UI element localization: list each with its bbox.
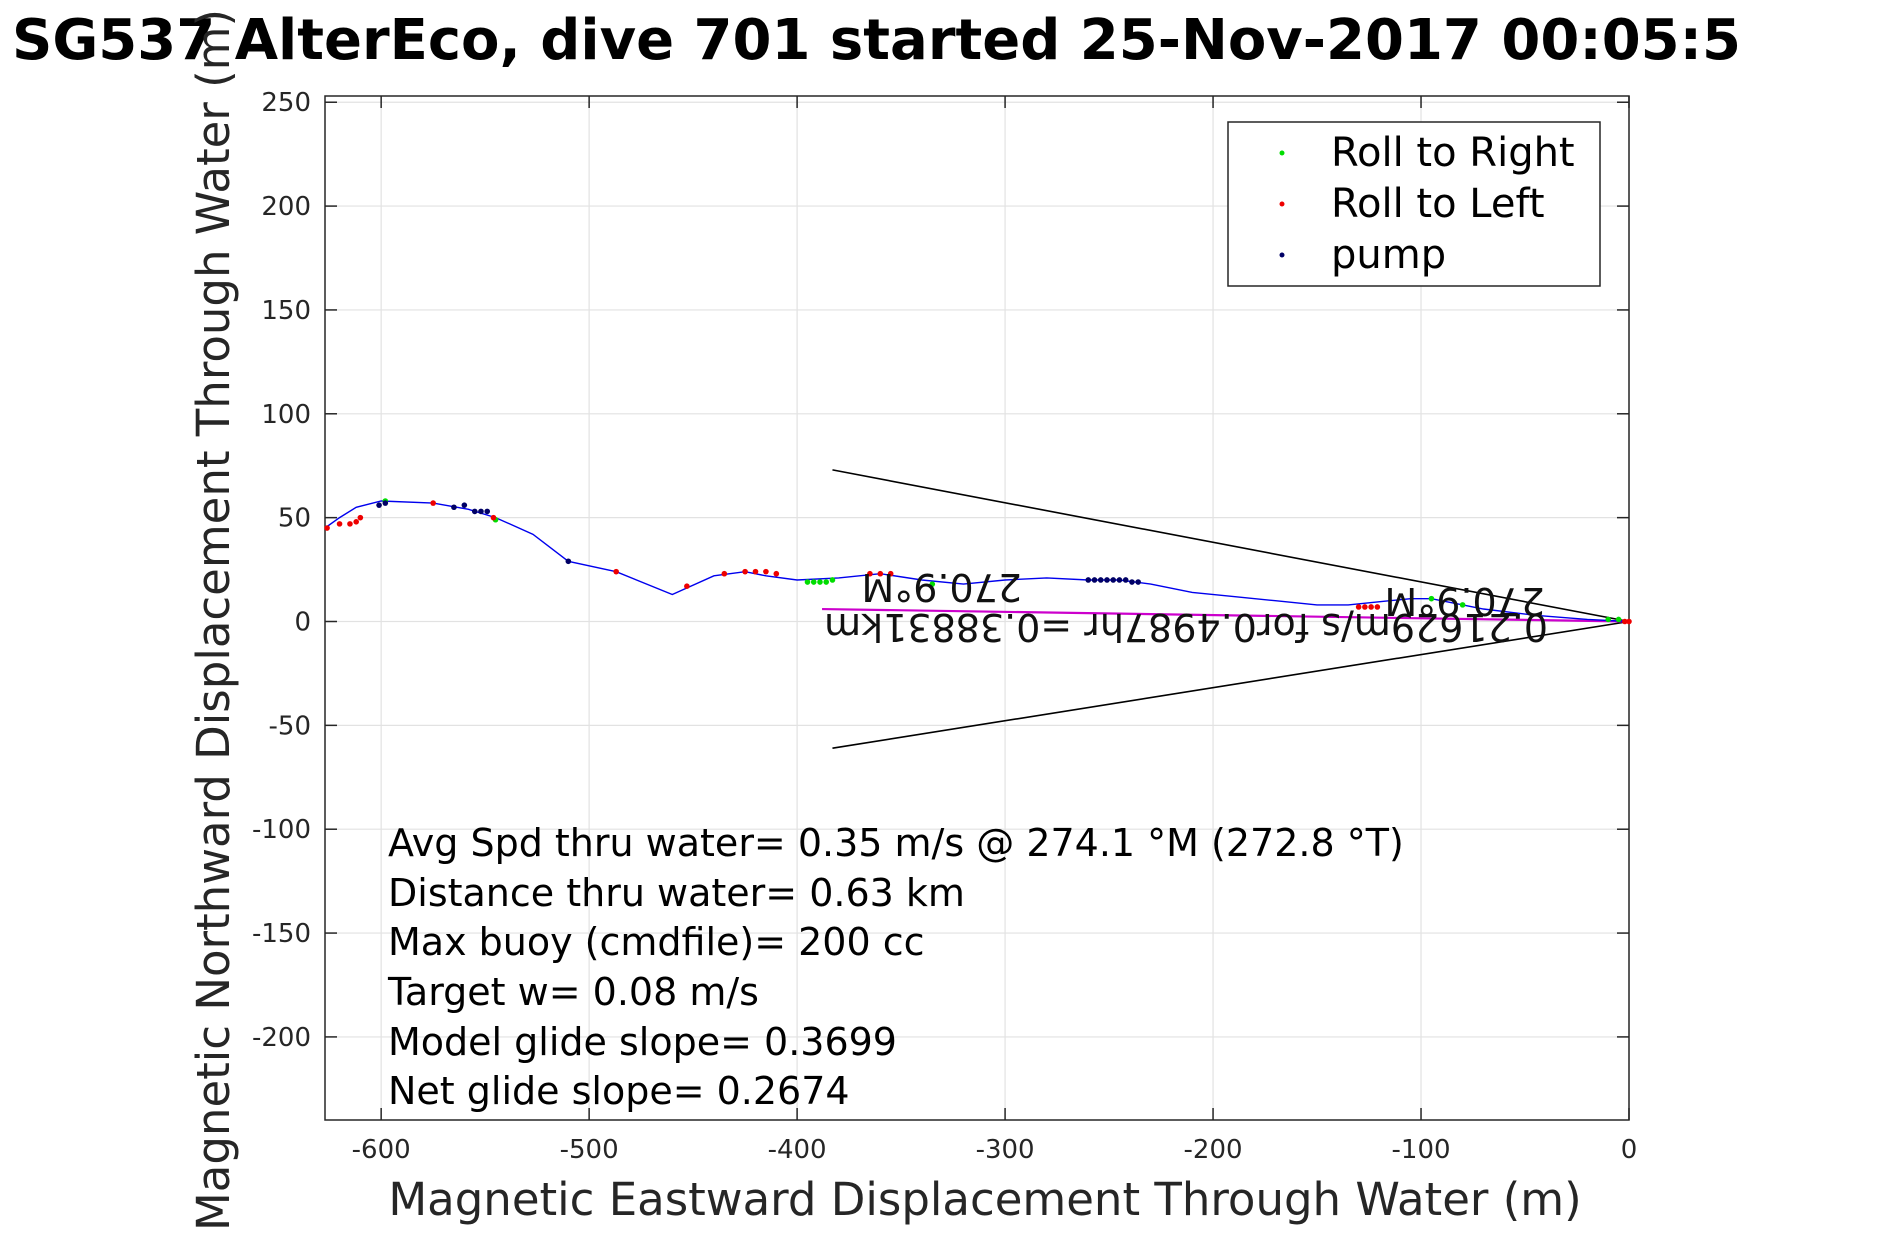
roll-left-point [721,570,728,577]
legend-marker-roll-right [1279,150,1285,156]
plot-frame [324,95,1630,1121]
pump-point [376,502,382,508]
pump-point [382,500,389,506]
roll-right-point [810,579,817,585]
pump-point [1116,577,1123,583]
roll-right-point [1428,595,1435,602]
legend-label-roll-right: Roll to Right [1331,130,1575,176]
stat-model-glide: Model glide slope= 0.3699 [388,1020,897,1064]
y-tick-label: -50 [269,711,311,741]
y-tick-label: -100 [252,815,311,845]
roll-right-point [823,579,830,585]
heading-annotations: 270.9°M 270.9°M 0.21629m/s for0.4987hr =… [824,565,1548,649]
roll-left-point [742,568,748,575]
y-tick-label: 50 [278,504,311,534]
roll-right-point [829,577,836,583]
x-tick-label: -300 [976,1135,1035,1165]
y-axis-ticks: 250 200 150 100 50 0 -50 -100 -150 -200 [252,88,1629,1053]
stat-net-glide: Net glide slope= 0.2674 [388,1069,850,1113]
roll-left-point [324,525,330,531]
roll-left-point [1626,618,1632,625]
stat-max-buoy: Max buoy (cmdfile)= 200 cc [388,920,925,964]
current-vector [822,607,1630,623]
cone-line [832,620,1630,749]
cone-line [832,469,1630,623]
x-tick-label: 0 [1621,1135,1638,1165]
pump-point [1091,577,1098,583]
legend-marker-pump [1279,252,1285,258]
x-tick-label: -100 [1392,1135,1451,1165]
roll-right-point [929,581,936,587]
roll-left-point [773,570,780,577]
current-label: 0.21629m/s for0.4987hr =0.38831km [824,605,1548,649]
pump-point [1122,577,1129,583]
heading-label-far: 270.9°M [861,565,1022,609]
stat-target-w: Target w= 0.08 m/s [387,970,759,1014]
stat-avg-speed: Avg Spd thru water= 0.35 m/s @ 274.1 °M … [388,821,1404,865]
legend-label-pump: pump [1331,232,1446,278]
roll-right-point [804,579,811,585]
y-tick-label: 150 [261,296,311,326]
y-tick-label: 0 [294,608,311,638]
pump-point [565,558,572,565]
roll-left-point [763,568,769,575]
stats-block: Avg Spd thru water= 0.35 m/s @ 274.1 °M … [387,821,1404,1113]
x-tick-label: -600 [352,1135,411,1165]
y-tick-label: -150 [252,919,311,949]
pump-point [484,508,491,515]
chart-title: SG537 AlterEco, dive 701 started 25-Nov-… [12,8,1741,73]
roll-left-point [347,521,353,527]
roll-left-point [877,570,884,577]
roll-left-point [1362,604,1368,610]
roll-left-point [1368,604,1374,610]
legend-label-roll-left: Roll to Left [1331,181,1545,227]
heading-cone [832,469,1630,749]
x-tick-label: -400 [768,1135,827,1165]
pump-point [1097,577,1104,583]
y-tick-label: -200 [252,1023,311,1053]
x-axis-label: Magnetic Eastward Displacement Through W… [388,1173,1581,1226]
pump-point [471,508,478,515]
y-tick-label: 200 [261,192,311,222]
roll-left-point [1622,618,1628,625]
x-axis-ticks: -600 -500 -400 -300 -200 -100 0 [352,96,1638,1165]
pump-point [1129,579,1135,585]
pump-point [451,504,457,511]
roll-left-point [1355,604,1362,610]
roll-left-point [752,568,759,575]
x-tick-label: -500 [560,1135,619,1165]
roll-left-point [887,570,894,577]
legend-box [1227,121,1601,287]
y-tick-label: 100 [261,400,311,430]
legend: Roll to Right Roll to Left pump [1227,121,1601,287]
roll-left-point [357,514,364,521]
roll-left-point [490,514,497,521]
y-axis-label: Magnetic Northward Displacement Through … [187,9,240,1231]
pump-point [478,508,484,515]
pump-point [461,502,468,508]
x-tick-label: -200 [1184,1135,1243,1165]
roll-left-point [867,570,873,577]
legend-marker-roll-left [1279,201,1285,207]
roll-left-point [336,521,343,527]
heading-label-near: 270.9°M [1384,579,1545,623]
roll-left-point [613,568,619,575]
roll-left-point [684,583,690,589]
pump-point [1104,577,1110,583]
roll-left-point [430,500,436,506]
y-tick-label: 250 [261,88,311,118]
pump-point [1135,579,1141,585]
pump-point [1085,577,1092,583]
roll-right-point [1459,602,1466,608]
pump-point [1110,577,1117,583]
stat-distance: Distance thru water= 0.63 km [388,871,965,915]
roll-right-point [817,579,823,585]
roll-left-point [1374,604,1381,610]
roll-left-point [353,519,359,525]
marker-series [324,498,1632,625]
roll-right-point [1605,616,1612,623]
current-line [822,607,1630,623]
roll-right-point [1615,616,1622,623]
